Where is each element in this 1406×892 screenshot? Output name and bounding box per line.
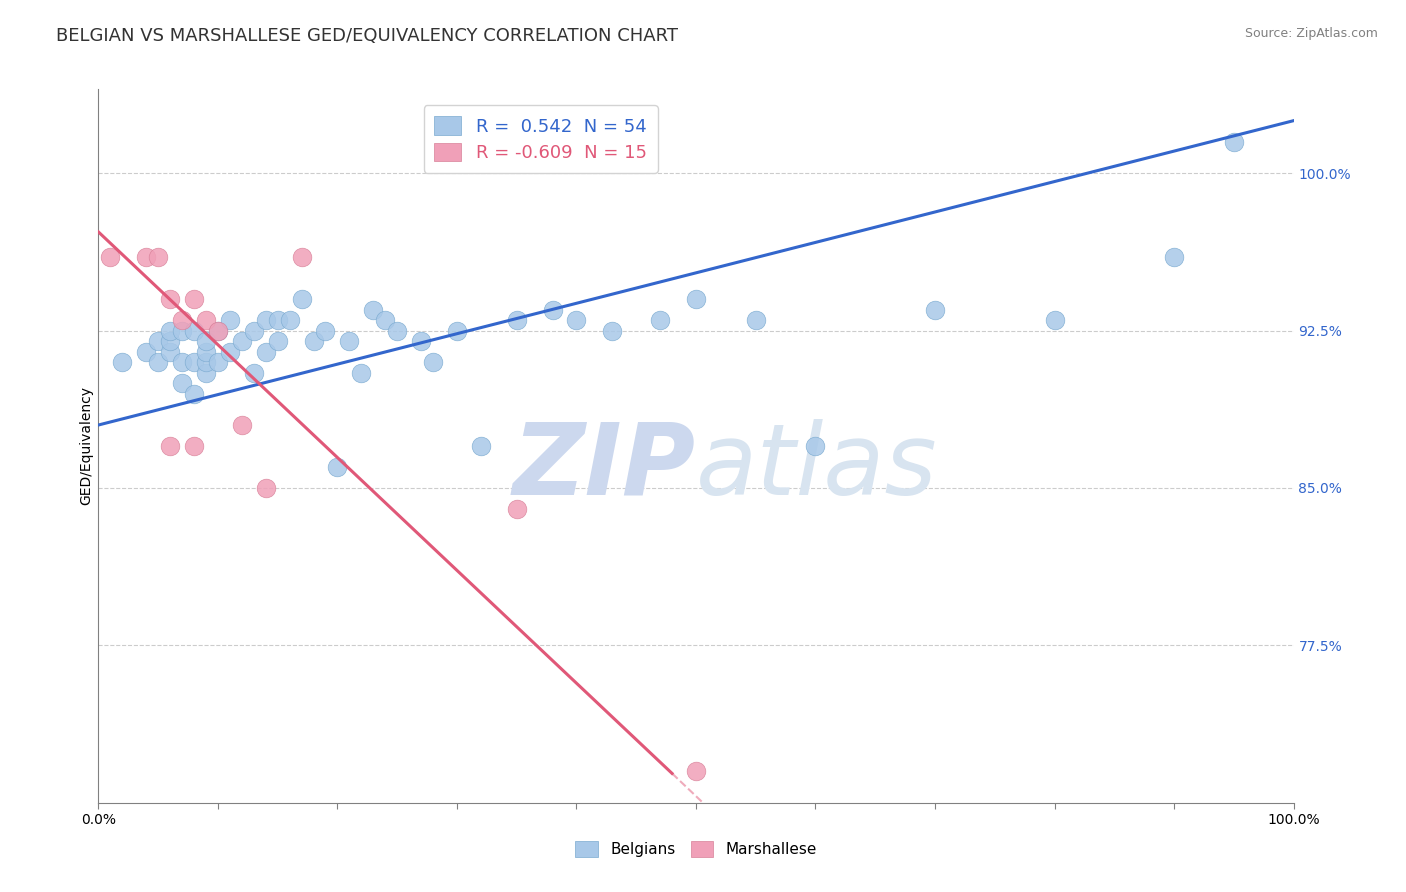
Point <box>148 355 170 369</box>
Point <box>98 250 122 264</box>
Point <box>278 313 301 327</box>
Point <box>172 313 194 327</box>
Point <box>506 502 529 516</box>
Text: Source: ZipAtlas.com: Source: ZipAtlas.com <box>1244 27 1378 40</box>
Point <box>1163 250 1185 264</box>
Point <box>159 292 181 306</box>
Y-axis label: GED/Equivalency: GED/Equivalency <box>79 386 93 506</box>
Point <box>148 250 170 264</box>
Point <box>195 344 218 359</box>
Point <box>135 344 157 359</box>
Point <box>195 334 218 348</box>
Point <box>648 313 672 327</box>
Point <box>207 324 229 338</box>
Point <box>470 439 492 453</box>
Point <box>804 439 827 453</box>
Point <box>159 334 181 348</box>
Text: ZIP: ZIP <box>513 419 696 516</box>
Point <box>159 439 181 453</box>
Point <box>159 344 181 359</box>
Point <box>267 313 290 327</box>
Point <box>506 313 529 327</box>
Point <box>195 355 218 369</box>
Point <box>446 324 468 338</box>
Point <box>685 292 707 306</box>
Point <box>350 366 373 380</box>
Point <box>183 292 205 306</box>
Point <box>243 366 266 380</box>
Point <box>172 324 194 338</box>
Point <box>385 324 409 338</box>
Point <box>254 481 277 495</box>
Point <box>148 334 170 348</box>
Point <box>243 324 266 338</box>
Point <box>315 324 337 338</box>
Point <box>207 324 229 338</box>
Point <box>207 355 229 369</box>
Point <box>924 302 946 317</box>
Point <box>602 324 624 338</box>
Point <box>745 313 768 327</box>
Text: BELGIAN VS MARSHALLESE GED/EQUIVALENCY CORRELATION CHART: BELGIAN VS MARSHALLESE GED/EQUIVALENCY C… <box>56 27 678 45</box>
Point <box>291 292 314 306</box>
Point <box>195 313 218 327</box>
Point <box>254 344 277 359</box>
Point <box>1223 135 1246 149</box>
Point <box>195 366 218 380</box>
Point <box>159 324 181 338</box>
Point <box>411 334 433 348</box>
Point <box>254 313 277 327</box>
Point <box>363 302 385 317</box>
Point <box>267 334 290 348</box>
Point <box>541 302 564 317</box>
Point <box>326 460 349 475</box>
Point <box>183 355 205 369</box>
Point <box>339 334 361 348</box>
Point <box>422 355 444 369</box>
Text: atlas: atlas <box>696 419 938 516</box>
Point <box>374 313 396 327</box>
Point <box>183 439 205 453</box>
Point <box>231 334 253 348</box>
Point <box>231 417 253 432</box>
Point <box>685 764 707 779</box>
Point <box>172 355 194 369</box>
Point <box>565 313 588 327</box>
Point <box>302 334 325 348</box>
Legend: Belgians, Marshallese: Belgians, Marshallese <box>565 832 827 866</box>
Point <box>111 355 134 369</box>
Point <box>135 250 157 264</box>
Point <box>291 250 314 264</box>
Point <box>183 386 205 401</box>
Point <box>172 376 194 390</box>
Point <box>1043 313 1066 327</box>
Point <box>219 344 242 359</box>
Point <box>183 324 205 338</box>
Point <box>219 313 242 327</box>
